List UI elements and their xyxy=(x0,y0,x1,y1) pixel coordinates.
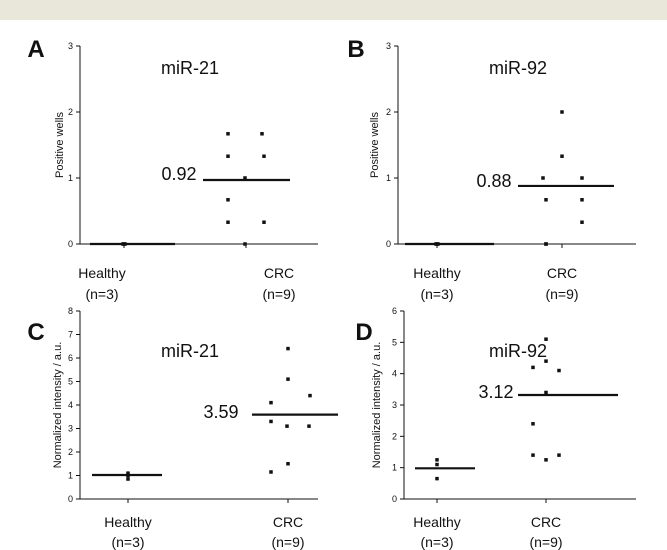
x-category-label: Healthy xyxy=(413,514,460,530)
data-point xyxy=(557,369,561,373)
x-category-n: (n=3) xyxy=(420,286,453,302)
data-point xyxy=(560,110,564,114)
y-tick-label: 1 xyxy=(68,471,73,481)
data-point xyxy=(243,242,247,246)
data-point xyxy=(307,424,311,428)
x-category-label: CRC xyxy=(273,514,303,530)
data-point xyxy=(286,347,290,351)
y-tick-label: 0 xyxy=(386,239,391,249)
data-point xyxy=(226,154,230,158)
x-category-n: (n=9) xyxy=(545,286,578,302)
y-tick-label: 6 xyxy=(68,353,73,363)
data-point xyxy=(285,424,289,428)
y-tick-label: 0 xyxy=(392,494,397,504)
y-tick-label: 1 xyxy=(386,173,391,183)
y-tick-label: 6 xyxy=(392,306,397,316)
y-tick-label: 5 xyxy=(68,377,73,387)
data-point xyxy=(269,470,273,474)
data-point xyxy=(544,198,548,202)
y-tick-label: 1 xyxy=(392,463,397,473)
y-tick-label: 8 xyxy=(68,306,73,316)
x-category-label: Healthy xyxy=(104,514,151,530)
mean-value-label: 0.88 xyxy=(476,171,511,191)
y-tick-label: 4 xyxy=(392,369,397,379)
chart-title: miR-92 xyxy=(489,58,547,78)
panel-letter: A xyxy=(27,36,44,63)
y-tick-label: 0 xyxy=(68,494,73,504)
x-category-n: (n=3) xyxy=(420,534,453,550)
data-point xyxy=(580,198,584,202)
data-point xyxy=(560,154,564,158)
data-point xyxy=(308,394,312,398)
y-axis-label: Normalized intensity / a.u. xyxy=(52,342,64,469)
data-point xyxy=(531,422,535,426)
data-point xyxy=(544,359,548,363)
y-axis-label: Normalized intensity / a.u. xyxy=(371,342,383,469)
x-category-label: Healthy xyxy=(413,265,460,281)
data-point xyxy=(544,458,548,462)
data-point xyxy=(286,462,290,466)
data-point xyxy=(226,198,230,202)
chart-title: miR-92 xyxy=(489,341,547,361)
y-tick-label: 2 xyxy=(386,107,391,117)
y-tick-label: 2 xyxy=(392,431,397,441)
data-point xyxy=(226,220,230,224)
y-tick-label: 1 xyxy=(68,173,73,183)
mean-value-label: 0.92 xyxy=(161,164,196,184)
x-category-label: CRC xyxy=(547,265,577,281)
data-point xyxy=(531,453,535,457)
x-category-n: (n=9) xyxy=(271,534,304,550)
data-point xyxy=(541,176,545,180)
y-tick-label: 3 xyxy=(386,41,391,51)
y-axis-label: Positive wells xyxy=(54,111,66,178)
chart-title: miR-21 xyxy=(161,341,219,361)
data-point xyxy=(544,242,548,246)
y-tick-label: 4 xyxy=(68,400,73,410)
data-point xyxy=(544,337,548,341)
data-point xyxy=(435,458,439,462)
data-point xyxy=(286,377,290,381)
y-tick-label: 3 xyxy=(392,400,397,410)
data-point xyxy=(126,477,130,481)
x-category-label: Healthy xyxy=(78,265,125,281)
panel-letter: B xyxy=(347,36,364,63)
x-category-n: (n=3) xyxy=(111,534,144,550)
data-point xyxy=(580,176,584,180)
data-point xyxy=(435,477,439,481)
y-tick-label: 2 xyxy=(68,107,73,117)
data-point xyxy=(262,220,266,224)
data-point xyxy=(260,132,264,136)
x-category-n: (n=9) xyxy=(529,534,562,550)
data-point xyxy=(435,463,439,467)
x-category-n: (n=9) xyxy=(262,286,295,302)
data-point xyxy=(580,220,584,224)
x-category-n: (n=3) xyxy=(85,286,118,302)
y-tick-label: 3 xyxy=(68,424,73,434)
x-category-label: CRC xyxy=(531,514,561,530)
panel-letter: C xyxy=(27,319,44,346)
data-point xyxy=(544,391,548,395)
y-tick-label: 5 xyxy=(392,337,397,347)
data-point xyxy=(262,154,266,158)
chart-title: miR-21 xyxy=(161,58,219,78)
y-tick-label: 7 xyxy=(68,330,73,340)
mean-value-label: 3.59 xyxy=(203,402,238,422)
mean-value-label: 3.12 xyxy=(478,382,513,402)
data-point xyxy=(531,366,535,370)
x-category-label: CRC xyxy=(264,265,294,281)
y-tick-label: 0 xyxy=(68,239,73,249)
y-tick-label: 2 xyxy=(68,447,73,457)
y-axis-label: Positive wells xyxy=(369,111,381,178)
y-tick-label: 3 xyxy=(68,41,73,51)
data-point xyxy=(226,132,230,136)
data-point xyxy=(269,420,273,424)
data-point xyxy=(557,453,561,457)
data-point xyxy=(269,401,273,405)
